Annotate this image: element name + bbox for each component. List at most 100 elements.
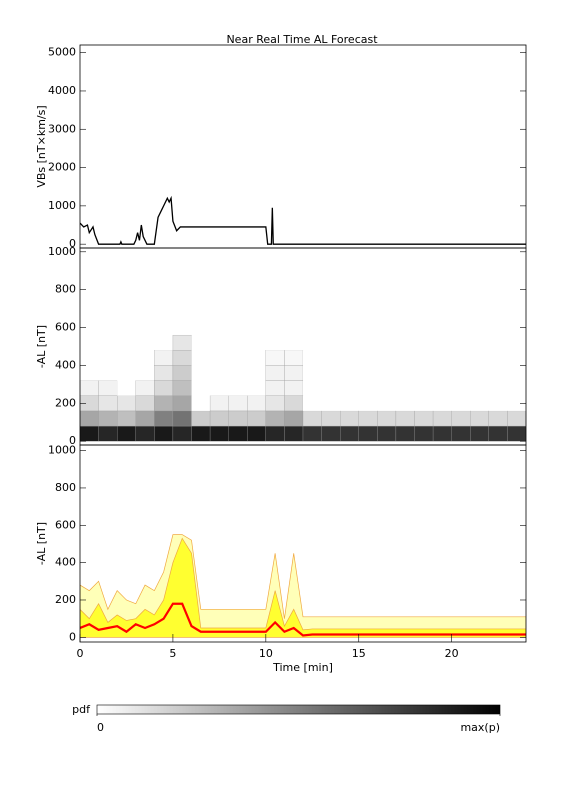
colorbar-tick-label: max(p) bbox=[460, 721, 500, 734]
heat-cell bbox=[507, 410, 527, 427]
heat-cell bbox=[488, 335, 508, 351]
x-tick-label: 20 bbox=[445, 647, 459, 660]
heat-cell bbox=[358, 350, 378, 366]
heat-cell bbox=[470, 365, 489, 381]
y-tick-label: 0 bbox=[69, 434, 76, 447]
heat-cell bbox=[265, 425, 285, 442]
heat-cell bbox=[340, 425, 359, 442]
y-tick-label: 1000 bbox=[48, 199, 76, 212]
heat-cell bbox=[340, 410, 359, 427]
heat-cell bbox=[228, 410, 248, 427]
y-tick-label: 3000 bbox=[48, 122, 76, 135]
heat-cell bbox=[377, 365, 396, 381]
heat-cell bbox=[79, 380, 99, 396]
heat-cell bbox=[377, 335, 396, 351]
heat-cell bbox=[135, 395, 155, 412]
heat-cell bbox=[395, 335, 415, 351]
heat-cell bbox=[395, 395, 415, 411]
heat-cell bbox=[210, 380, 229, 396]
heat-cell bbox=[377, 410, 397, 427]
heat-cell bbox=[154, 380, 174, 396]
heat-cell bbox=[470, 425, 489, 442]
heat-cell bbox=[191, 380, 211, 396]
heat-cell bbox=[451, 410, 471, 427]
heat-cell bbox=[191, 410, 211, 427]
heat-cell bbox=[488, 425, 508, 442]
heat-cell bbox=[507, 380, 526, 396]
heat-cell bbox=[284, 410, 304, 427]
heat-cell bbox=[191, 395, 211, 411]
heat-cell bbox=[228, 380, 248, 396]
heat-cell bbox=[507, 350, 526, 366]
heat-cell bbox=[340, 395, 359, 411]
heat-cell bbox=[154, 365, 174, 381]
heat-cell bbox=[433, 395, 452, 411]
heat-cell bbox=[414, 365, 434, 381]
heat-cell bbox=[470, 380, 489, 396]
heat-cell bbox=[321, 395, 341, 411]
y-tick-label: 1000 bbox=[48, 245, 76, 258]
heat-cell bbox=[284, 380, 304, 396]
heat-cell bbox=[117, 410, 136, 427]
heat-cell bbox=[395, 410, 415, 427]
heat-cell bbox=[507, 335, 526, 351]
heat-cell bbox=[451, 425, 471, 442]
heat-cell bbox=[321, 410, 341, 427]
heat-cell bbox=[395, 365, 415, 381]
heat-cell bbox=[117, 335, 136, 351]
heat-cell bbox=[432, 410, 452, 427]
heat-cell bbox=[135, 365, 155, 381]
heat-cell bbox=[414, 395, 434, 411]
heat-cell bbox=[358, 380, 378, 396]
heat-cell bbox=[284, 425, 304, 442]
heat-cell bbox=[117, 350, 136, 366]
y-axis-label: -AL [nT] bbox=[35, 325, 48, 368]
heat-cell bbox=[470, 410, 489, 427]
heat-cell bbox=[358, 335, 378, 351]
heat-cell bbox=[98, 380, 118, 396]
heat-cell bbox=[302, 425, 322, 442]
heat-cell bbox=[265, 395, 285, 412]
heat-cell bbox=[265, 335, 285, 351]
heat-cell bbox=[135, 335, 155, 351]
heat-cell bbox=[358, 395, 378, 411]
heat-cell bbox=[488, 410, 508, 427]
chart-title: Near Real Time AL Forecast bbox=[226, 33, 378, 46]
heat-cell bbox=[507, 365, 526, 381]
heat-cell bbox=[209, 410, 229, 427]
heat-cell bbox=[228, 350, 248, 366]
y-tick-label: 200 bbox=[55, 593, 76, 606]
heat-cell bbox=[284, 365, 304, 381]
heat-cell bbox=[98, 395, 118, 412]
heat-cell bbox=[414, 350, 434, 366]
heat-cell bbox=[247, 335, 266, 351]
heat-cell bbox=[135, 350, 155, 366]
heat-cell bbox=[414, 335, 434, 351]
heat-cell bbox=[79, 410, 99, 427]
heat-cell bbox=[80, 335, 99, 351]
heat-cell bbox=[433, 350, 452, 366]
heat-cell bbox=[433, 380, 452, 396]
y-tick-label: 600 bbox=[55, 518, 76, 531]
heat-cell bbox=[210, 350, 229, 366]
y-tick-label: 400 bbox=[55, 556, 76, 569]
heat-cell bbox=[172, 334, 192, 351]
heat-cell bbox=[470, 350, 489, 366]
heat-cell bbox=[265, 410, 285, 427]
y-tick-label: 4000 bbox=[48, 84, 76, 97]
x-tick-label: 15 bbox=[352, 647, 366, 660]
y-tick-label: 400 bbox=[55, 358, 76, 371]
heat-cell bbox=[80, 350, 99, 366]
heat-cell bbox=[98, 335, 118, 351]
heat-cell bbox=[321, 365, 341, 381]
heat-cell bbox=[154, 350, 174, 366]
heat-cell bbox=[210, 365, 229, 381]
heat-cell bbox=[98, 365, 118, 381]
heat-cell bbox=[340, 335, 359, 351]
heat-cell bbox=[247, 380, 266, 396]
heat-cell bbox=[395, 380, 415, 396]
heat-cell bbox=[247, 410, 266, 427]
colorbar-label: pdf bbox=[72, 703, 91, 716]
heat-cell bbox=[433, 335, 452, 351]
x-axis-label: Time [min] bbox=[272, 661, 333, 674]
